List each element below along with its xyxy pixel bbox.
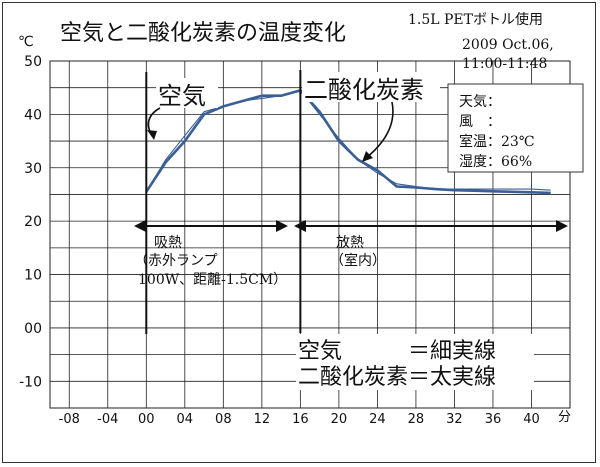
y-axis-unit: ℃	[18, 34, 34, 50]
co2-pointer-head	[362, 151, 373, 162]
air-annotation: 空気	[158, 82, 206, 110]
x-tick-label: 04	[177, 412, 194, 427]
absorb-label-2: （赤外ランプ	[134, 253, 218, 269]
weather-line-1: 天気：	[459, 94, 501, 110]
y-tick-label: 30	[24, 161, 42, 177]
x-tick-label: 16	[292, 412, 309, 427]
co2-label-bg	[302, 72, 440, 102]
legend-line-2: 二酸化炭素＝太実線	[298, 365, 496, 390]
y-tick-label: -10	[19, 374, 42, 390]
y-tick-label: 10	[24, 268, 42, 284]
weather-line-2: 風 ：	[459, 114, 501, 130]
x-tick-label: 32	[446, 412, 463, 427]
subtitle-line-3: 11:00-11:48	[462, 56, 547, 72]
weather-box	[447, 83, 584, 173]
legend-bg	[296, 334, 534, 390]
chart-frame	[2, 2, 596, 463]
chart-title: 空気と二酸化炭素の温度変化	[60, 21, 346, 46]
x-tick-label: 28	[408, 412, 425, 427]
x-tick-label: 00	[138, 412, 155, 427]
y-tick-label: 00	[24, 321, 42, 337]
x-tick-label: -04	[97, 412, 118, 427]
x-tick-label: 40	[523, 412, 540, 427]
weather-line-3: 室温：23℃	[459, 133, 534, 150]
x-tick-label: 08	[215, 412, 232, 427]
x-tick-label: 12	[254, 412, 271, 427]
release-label-1: 放熱	[336, 235, 364, 251]
series-lines	[145, 89, 551, 195]
absorb-arrow	[134, 220, 288, 232]
co2-annotation: 二酸化炭素	[304, 76, 424, 104]
y-tick-label: 20	[24, 214, 42, 230]
x-tick-label: 24	[369, 412, 386, 427]
co2-series-line	[145, 89, 551, 195]
absorb-label-3: 100W、距離-1.5CM）	[138, 271, 287, 288]
release-label-2: （室内）	[330, 252, 386, 269]
absorb-label-1: 吸熱	[154, 235, 182, 251]
x-axis-unit: 分	[558, 410, 571, 425]
weather-line-4: 湿度：66%	[459, 154, 532, 170]
phase-lines	[145, 70, 302, 334]
y-tick-label: 50	[24, 54, 42, 70]
legend-line-1: 空気 ＝細実線	[298, 339, 496, 364]
x-tick-label: 36	[485, 412, 502, 427]
x-tick-label: 20	[331, 412, 348, 427]
plot-area	[49, 60, 571, 409]
release-arrow	[294, 220, 568, 232]
tick-labels: -10 00 10 20 30 40 50 -08 -04 00 04 08 12 16 20 24 28 32 3…	[19, 54, 540, 427]
y-tick-label: 40	[24, 107, 42, 123]
air-label-bg	[156, 78, 218, 108]
co2-pointer-arrow	[365, 101, 394, 159]
subtitle-line-2: 2009 Oct.06,	[462, 37, 554, 53]
x-tick-label: -08	[59, 412, 80, 427]
air-pointer-head	[147, 130, 157, 140]
subtitle-line-1: 1.5L PETボトル使用	[408, 11, 543, 28]
